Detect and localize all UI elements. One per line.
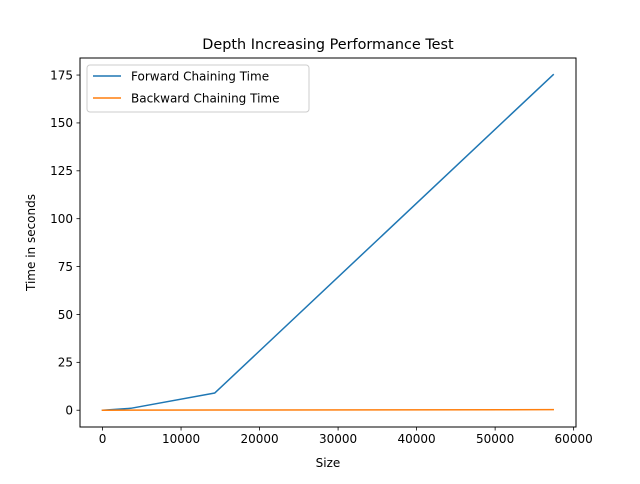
y-tick-label: 100	[50, 212, 73, 226]
x-axis: 0 10000 20000 30000 40000 50000 60000	[99, 427, 593, 446]
legend-label-forward-chaining: Forward Chaining Time	[131, 70, 269, 84]
axes-frame	[79, 57, 577, 428]
legend: Forward Chaining Time Backward Chaining …	[86, 64, 310, 113]
x-tick-label: 30000	[319, 432, 357, 446]
x-tick-label: 20000	[240, 432, 278, 446]
legend-label-backward-chaining: Backward Chaining Time	[131, 92, 279, 106]
series-line-0	[101, 73, 555, 412]
x-tick-label: 40000	[398, 432, 436, 446]
y-tick-label: 25	[58, 356, 73, 370]
y-tick-label: 175	[50, 68, 73, 82]
y-axis: 0 25 50 75 100 125 150 175	[50, 68, 80, 418]
x-tick-label: 10000	[162, 432, 200, 446]
y-tick-label: 75	[58, 260, 73, 274]
chart-title: Depth Increasing Performance Test	[202, 37, 454, 53]
x-tick-label: 60000	[555, 432, 593, 446]
plot-background	[80, 58, 576, 427]
x-tick-label: 50000	[476, 432, 514, 446]
y-tick-label: 125	[50, 164, 73, 178]
plot-area	[79, 57, 577, 428]
legend-box	[86, 64, 310, 113]
series-layer	[101, 73, 555, 412]
x-tick-label: 0	[99, 432, 107, 446]
y-axis-label: Time in seconds	[24, 194, 38, 292]
x-axis-label: Size	[316, 456, 341, 470]
y-tick-label: 50	[58, 308, 73, 322]
y-tick-label: 150	[50, 116, 73, 130]
y-tick-label: 0	[65, 404, 73, 418]
series-line-1	[101, 408, 554, 411]
